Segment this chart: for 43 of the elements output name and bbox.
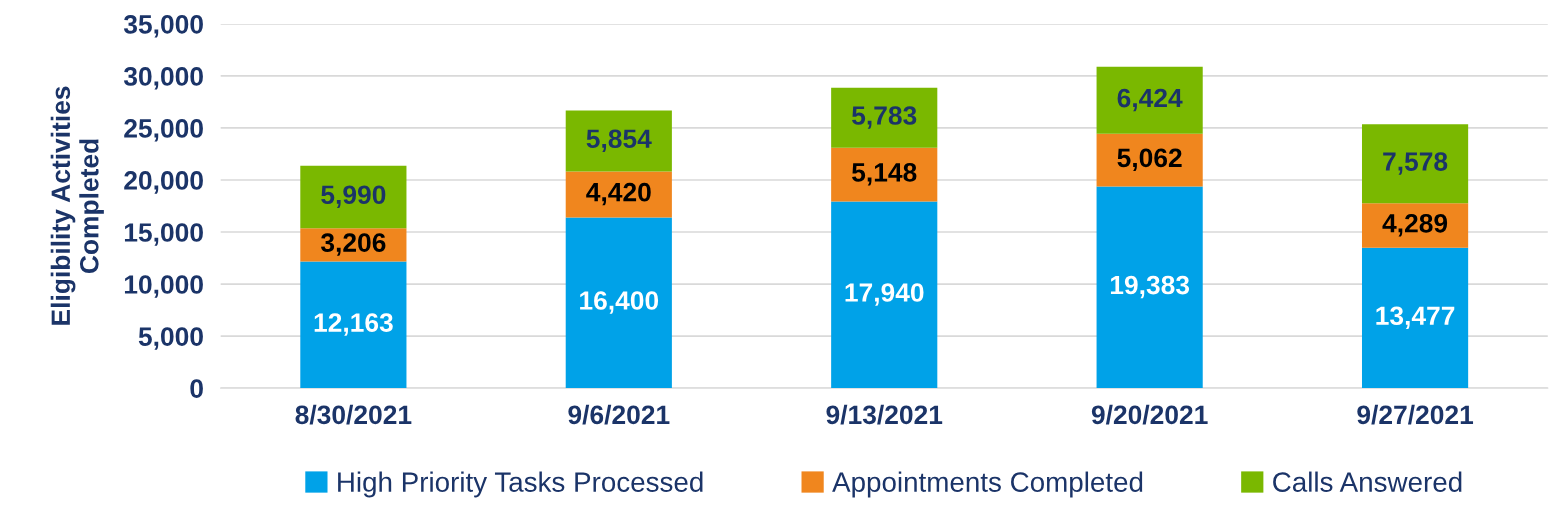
bar (300, 261, 407, 389)
data-label: 19,383 (1110, 275, 1190, 299)
data-label: 5,062 (1117, 148, 1182, 171)
data-label: 7,578 (1383, 152, 1448, 175)
x-tick-label: 8/30/2021 (295, 404, 412, 425)
data-label: 4,420 (586, 182, 651, 206)
data-label: 5,854 (586, 129, 652, 152)
data-label: 16,400 (580, 291, 659, 314)
data-label: 6,424 (1117, 88, 1183, 112)
data-label: 4,289 (1382, 213, 1448, 237)
x-tick-label: 9/6/2021 (568, 404, 670, 425)
y-tick-label: 30,000 (123, 67, 203, 90)
y-tick-label: 10,000 (124, 275, 203, 298)
bar (565, 110, 672, 172)
data-label: 5,990 (321, 185, 386, 208)
legend-label: Appointments Completed (832, 471, 1143, 498)
y-tick-label: 0 (190, 379, 203, 398)
data-label: 5,148 (852, 163, 917, 186)
data-label: 13,477 (1376, 306, 1455, 329)
legend-label: Calls Answered (1273, 471, 1462, 492)
x-tick-label: 9/13/2021 (826, 404, 943, 425)
bar (1096, 66, 1203, 134)
y-tick-label: 25,000 (124, 119, 203, 142)
y-tick-label: 35,000 (123, 15, 203, 38)
legend-label: High Priority Tasks Processed (338, 471, 703, 498)
y-tick-label: 15,000 (124, 223, 203, 246)
data-label: 5,783 (852, 106, 917, 129)
bar (831, 201, 938, 389)
y-tick-label: 20,000 (124, 171, 203, 194)
y-tick-label: 5,000 (138, 327, 203, 350)
data-label: 12,163 (314, 313, 393, 336)
y-axis-title: Eligibility Activities Completed (50, 86, 104, 325)
x-tick-label: 9/20/2021 (1091, 404, 1208, 425)
bar (1096, 186, 1203, 389)
bar (831, 147, 938, 202)
bar (831, 87, 938, 148)
bar (1361, 247, 1469, 389)
data-label: 17,940 (845, 283, 924, 306)
bar (565, 217, 672, 389)
x-tick-label: 9/27/2021 (1357, 404, 1474, 425)
bar (300, 165, 407, 229)
bar (1361, 124, 1469, 204)
data-label: 3,206 (320, 233, 386, 256)
